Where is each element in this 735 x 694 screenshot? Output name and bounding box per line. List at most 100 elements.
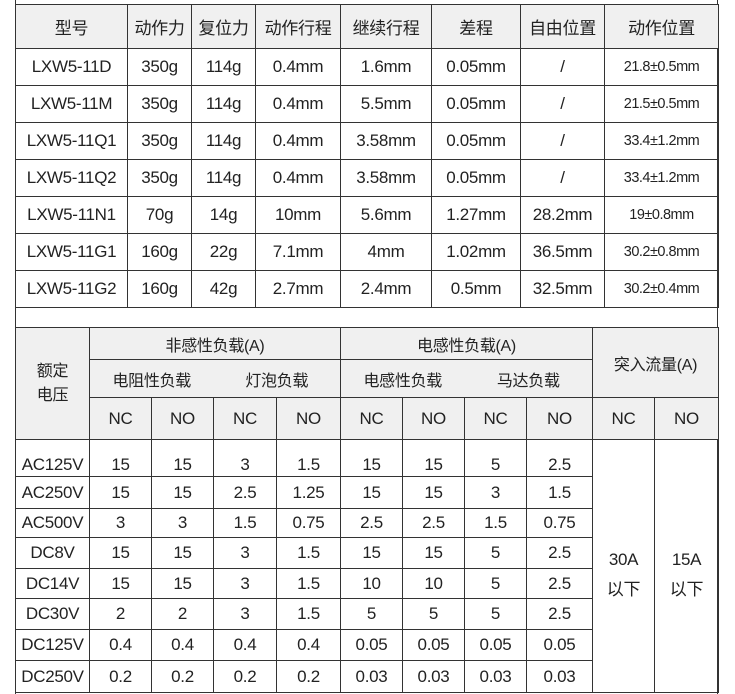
spec-cell: 0.05mm — [431, 48, 521, 86]
load-cell: 0.2 — [213, 660, 277, 693]
spec-cell: LXW5-11G1 — [15, 233, 128, 271]
spec-cell: 3.58mm — [340, 122, 432, 160]
spec-row: LXW5-11Q2 350g 114g 0.4mm 3.58mm 0.05mm/33.4±… — [15, 159, 719, 197]
voltage-cell: DC125V — [15, 629, 90, 661]
load-cell: 2.5 — [402, 508, 465, 538]
load-cell: 0.05 — [464, 629, 527, 661]
load-row: DC250V 0.2 0.2 0.2 0.2 0.03 0.03 0.03 0.03 — [15, 660, 719, 693]
contact-type-header: NC — [340, 397, 403, 440]
spec-cell: 33.4±1.2mm — [604, 122, 719, 160]
spec-cell: 350g — [127, 159, 192, 197]
spec-cell: 70g — [127, 196, 192, 234]
load-cell: 2.5 — [526, 537, 593, 569]
spec-header-cell: 动作力 — [127, 4, 192, 49]
load-cell: 15 — [151, 439, 214, 477]
spec-row: LXW5-11G1 160g 22g 7.1mm 4mm 1.02mm 36.5mm 30.2… — [15, 233, 719, 271]
spec-row: LXW5-11Q1 350g 114g 0.4mm 3.58mm 0.05mm/33.4±… — [15, 122, 719, 160]
spec-cell: 42g — [191, 270, 256, 308]
spec-cell: 0.4mm — [255, 159, 341, 197]
spec-cell: 114g — [191, 48, 256, 86]
inductive-sub-header: 电感性负载 — [340, 359, 465, 398]
load-cell: 1.25 — [276, 476, 341, 509]
spec-row: LXW5-11M 350g 114g 0.4mm 5.5mm 0.05mm/21.5±0.… — [15, 85, 719, 123]
spec-cell: 3.58mm — [340, 159, 432, 197]
load-cell: 15 — [340, 476, 403, 509]
load-cell: 2.5 — [213, 476, 277, 509]
load-row: AC250V 15 15 2.5 1.25 15 15 3 1.5 — [15, 476, 719, 509]
voltage-cell: DC8V — [15, 537, 90, 569]
load-cell: 5 — [464, 537, 527, 569]
load-cell: 2.5 — [526, 568, 593, 599]
noninductive-load-header: 非感性负载(A) — [89, 327, 341, 360]
load-cell: 15 — [340, 537, 403, 569]
voltage-cell: AC125V — [15, 439, 90, 477]
inrush-nc-cell: 30A 以下 — [592, 439, 655, 693]
load-cell: 15 — [402, 537, 465, 569]
load-cell: 0.03 — [526, 660, 593, 693]
contact-type-header: NO — [526, 397, 593, 440]
load-cell: 0.2 — [276, 660, 341, 693]
voltage-cell: AC250V — [15, 476, 90, 509]
load-cell: 3 — [213, 537, 277, 569]
lamp-load-header: 灯泡负载 — [213, 359, 341, 398]
load-cell: 0.4 — [151, 629, 214, 661]
spec-cell: 30.2±0.8mm — [604, 233, 719, 271]
spec-cell: 0.05mm — [431, 159, 521, 197]
spec-cell: 0.4mm — [255, 48, 341, 86]
load-cell: 0.4 — [213, 629, 277, 661]
spec-cell: LXW5-11N1 — [15, 196, 128, 234]
load-cell: 10 — [402, 568, 465, 599]
spec-header-cell: 差程 — [431, 4, 521, 49]
spec-cell: 10mm — [255, 196, 341, 234]
load-cell: 15 — [151, 476, 214, 509]
load-cell: 1.5 — [276, 568, 341, 599]
load-cell: 2 — [89, 598, 152, 630]
spec-cell: LXW5-11G2 — [15, 270, 128, 308]
spec-row: LXW5-11G2 160g 42g 2.7mm 2.4mm 0.5mm 32.5mm 30.… — [15, 270, 719, 308]
load-cell: 0.75 — [526, 508, 593, 538]
spec-cell: 350g — [127, 48, 192, 86]
load-cell: 0.03 — [464, 660, 527, 693]
spec-cell: 0.5mm — [431, 270, 521, 308]
load-cell: 1.5 — [276, 439, 341, 477]
load-cell: 0.4 — [276, 629, 341, 661]
spec-header-cell: 继续行程 — [340, 4, 432, 49]
load-cell: 0.03 — [402, 660, 465, 693]
spec-cell: 21.5±0.5mm — [604, 85, 719, 123]
load-cell: 0.05 — [340, 629, 403, 661]
spec-cell: LXW5-11Q2 — [15, 159, 128, 197]
spec-cell: / — [520, 85, 605, 123]
load-cell: 1.5 — [213, 508, 277, 538]
spec-cell: / — [520, 122, 605, 160]
spec-cell: 2.4mm — [340, 270, 432, 308]
load-cell: 3 — [464, 476, 527, 509]
load-cell: 0.2 — [151, 660, 214, 693]
spec-table: 型号 动作力 复位力 动作行程 继续行程 差程 自由位置 动作位置 LXW5-11D 350g 11… — [15, 4, 719, 308]
contact-type-header: NC — [89, 397, 152, 440]
spec-cell: 160g — [127, 233, 192, 271]
load-cell: 5 — [340, 598, 403, 630]
load-cell: 15 — [151, 537, 214, 569]
voltage-cell: DC30V — [15, 598, 90, 630]
spec-cell: LXW5-11D — [15, 48, 128, 86]
load-cell: 1.5 — [526, 476, 593, 509]
load-cell: 3 — [213, 598, 277, 630]
rated-voltage-header: 额定 电压 — [15, 327, 90, 440]
load-cell: 15 — [340, 439, 403, 477]
spec-cell: / — [520, 159, 605, 197]
spec-header-cell: 自由位置 — [520, 4, 605, 49]
spec-row: LXW5-11N1 70g 14g 10mm 5.6mm 1.27mm 28.2mm 19±0… — [15, 196, 719, 234]
load-cell: 3 — [213, 439, 277, 477]
load-row: AC125V 15 15 3 1.5 15 15 5 2.5 30A 以下 15A 以下 — [15, 439, 720, 693]
spec-cell: 2.7mm — [255, 270, 341, 308]
load-cell: 0.75 — [276, 508, 341, 538]
load-row: DC30V 2 2 3 1.5 5 5 5 2.5 — [15, 598, 719, 630]
spec-header-cell: 复位力 — [191, 4, 256, 49]
spec-cell: 1.6mm — [340, 48, 432, 86]
spec-cell: LXW5-11M — [15, 85, 128, 123]
load-row: DC8V 15 15 3 1.5 15 15 5 2.5 — [15, 537, 719, 569]
load-cell: 15 — [402, 439, 465, 477]
load-cell: 2 — [151, 598, 214, 630]
load-cell: 3 — [151, 508, 214, 538]
spec-header-cell: 动作位置 — [604, 4, 719, 49]
